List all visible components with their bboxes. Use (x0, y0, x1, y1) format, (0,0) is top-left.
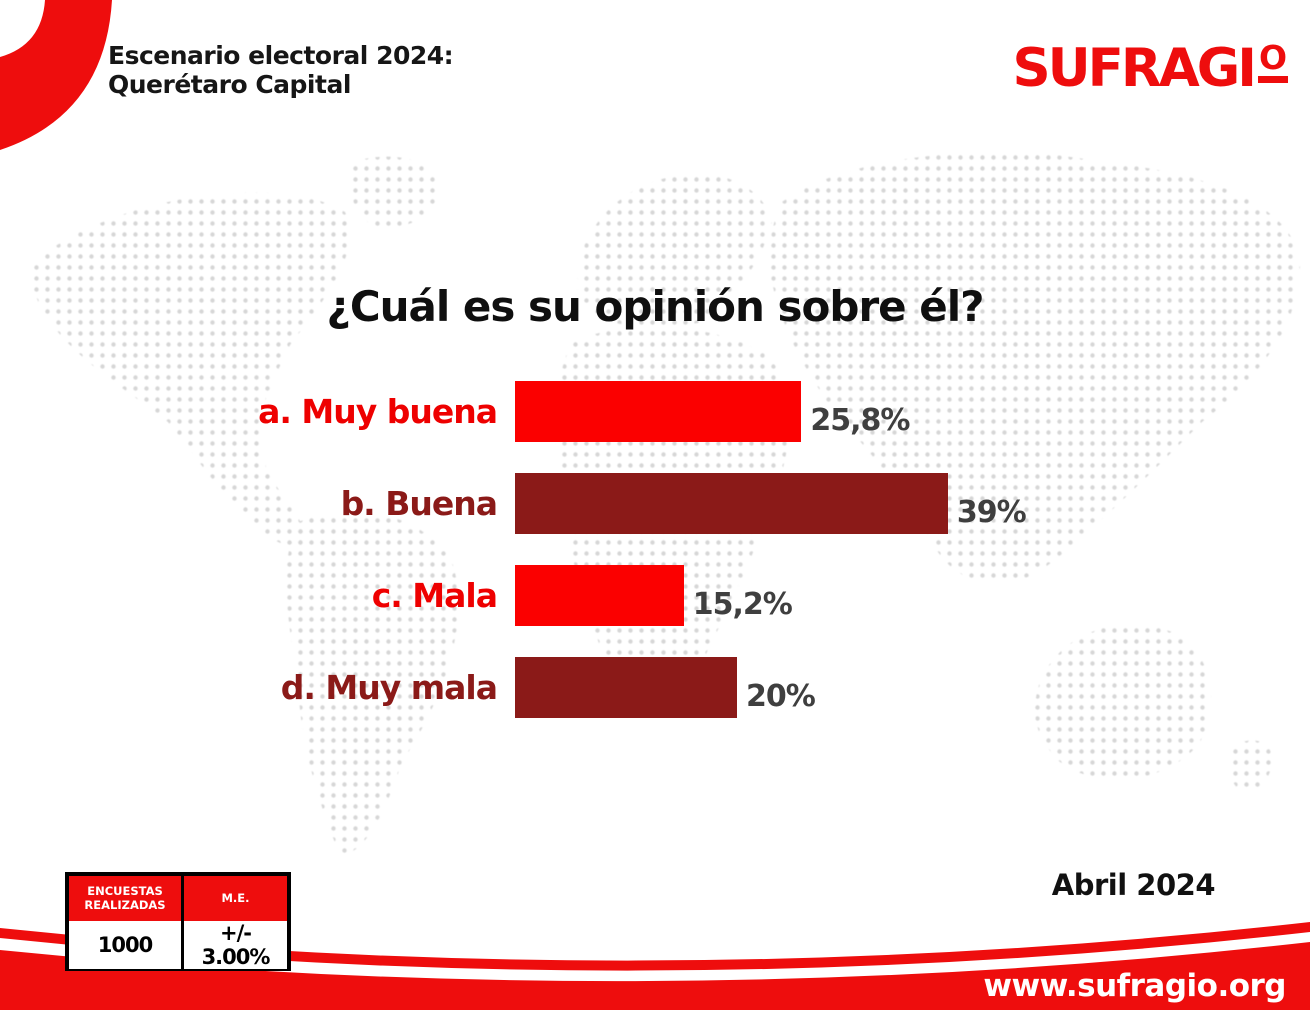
footer-red-swoosh (0, 922, 1310, 1010)
bar-area: 20% (515, 657, 1310, 718)
bar-value-label: 20% (746, 679, 816, 714)
stats-value-encuestas: 1000 (97, 933, 153, 957)
bar (515, 473, 948, 534)
slide-title-line1: Escenario electoral 2024: (108, 41, 454, 70)
stats-table-header-row: ENCUESTAS REALIZADAS M.E. (69, 876, 287, 921)
stats-header-encuestas: ENCUESTAS REALIZADAS (84, 884, 166, 912)
stats-value-me: +/- 3.00% (201, 921, 271, 969)
bar-area: 25,8% (515, 381, 1310, 442)
table-column-divider (181, 876, 184, 921)
chart-row: b. Buena 39% (0, 473, 1310, 534)
category-label: d. Muy mala (280, 668, 498, 707)
stats-header-me: M.E. (221, 890, 250, 905)
bar (515, 381, 802, 442)
bar-value-label: 39% (956, 495, 1027, 530)
logo-text: SUFRAGI (1012, 38, 1256, 99)
table-column-divider (181, 921, 184, 969)
bar-value-label: 15,2% (692, 587, 793, 622)
bar-area: 15,2% (515, 565, 1310, 626)
slide-title: Escenario electoral 2024: Querétaro Capi… (108, 41, 454, 99)
bar-chart: a. Muy buena 25,8% b. Buena 39% c. Mala 15,2%… (0, 381, 1310, 749)
slide-title-line2: Querétaro Capital (108, 69, 351, 99)
corner-arc-decoration (0, 0, 112, 150)
bar-value-label: 25,8% (810, 403, 910, 438)
bar-area: 39% (515, 473, 1310, 534)
chart-question-title: ¿Cuál es su opinión sobre él? (326, 282, 984, 331)
sufragio-logo: SUFRAGI O (1012, 38, 1288, 99)
stats-table-value-row: 1000 +/- 3.00% (69, 921, 287, 969)
category-label: c. Mala (371, 576, 498, 615)
survey-stats-table: ENCUESTAS REALIZADAS M.E. 1000 +/- 3.00% (65, 872, 291, 971)
logo-ordinal-o: O (1257, 41, 1288, 83)
category-label: a. Muy buena (258, 392, 498, 431)
bar (515, 657, 737, 718)
chart-row: d. Muy mala 20% (0, 657, 1310, 718)
category-label: b. Buena (340, 484, 498, 523)
chart-row: c. Mala 15,2% (0, 565, 1310, 626)
survey-date: Abril 2024 (1051, 868, 1216, 902)
website-url: www.sufragio.org (983, 968, 1286, 1004)
chart-row: a. Muy buena 25,8% (0, 381, 1310, 442)
bar (515, 565, 684, 626)
